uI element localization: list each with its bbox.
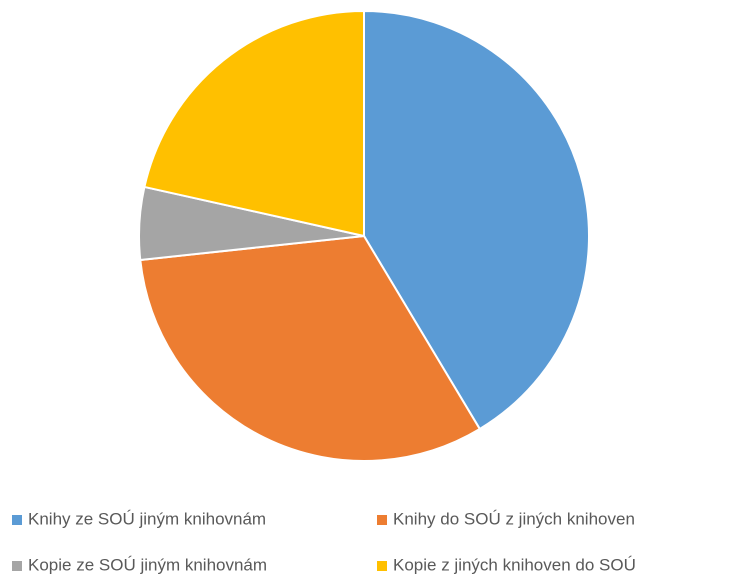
legend-swatch xyxy=(12,515,22,525)
legend-swatch xyxy=(377,561,387,571)
pie-slice xyxy=(363,9,590,431)
legend-label: Kopie z jiných knihoven do SOÚ xyxy=(393,555,636,574)
legend-swatch xyxy=(377,515,387,525)
pie-slice xyxy=(139,234,482,463)
pie-slice xyxy=(143,9,365,238)
legend-label: Knihy ze SOÚ jiným knihovnám xyxy=(28,509,266,528)
legend-label: Kopie ze SOÚ jiným knihovnám xyxy=(28,555,267,574)
legend-label: Knihy do SOÚ z jiných knihoven xyxy=(393,509,635,528)
legend-swatch xyxy=(12,561,22,571)
